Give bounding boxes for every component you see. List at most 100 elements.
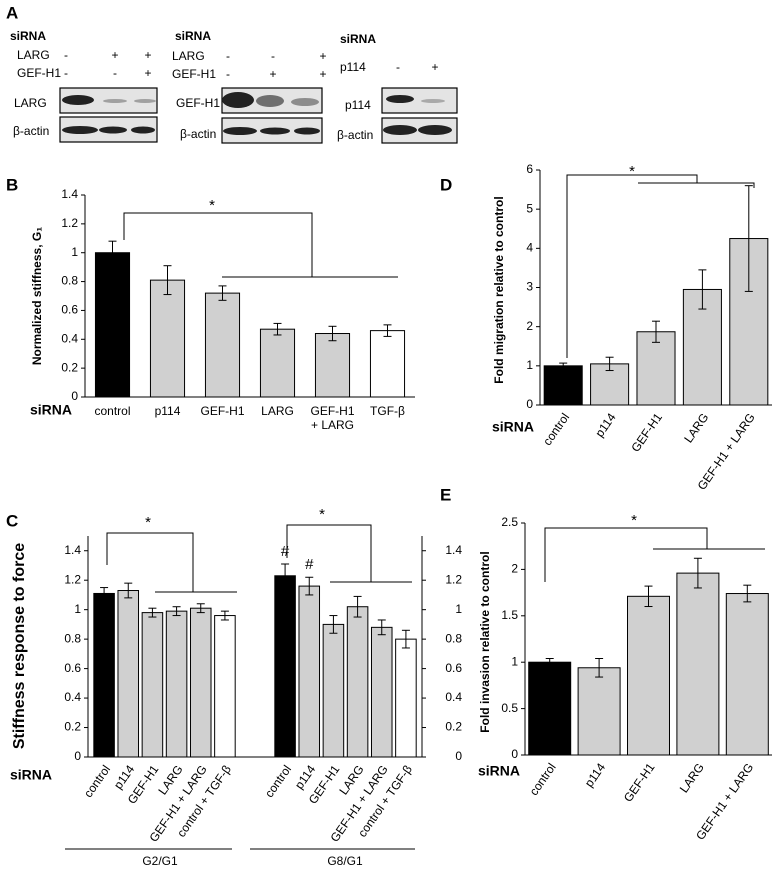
sign: - bbox=[64, 66, 68, 80]
bar bbox=[676, 572, 720, 756]
bar bbox=[259, 328, 296, 398]
bar bbox=[93, 592, 115, 758]
band bbox=[383, 125, 417, 135]
y-tick-label: 4 bbox=[526, 241, 533, 255]
x-tick-label: LARG bbox=[261, 404, 294, 418]
condition: LARG bbox=[17, 48, 50, 62]
sign: - bbox=[226, 49, 230, 63]
band bbox=[62, 95, 94, 105]
y-tick-label: 1.2 bbox=[64, 572, 81, 586]
bar bbox=[322, 623, 345, 758]
sign: + bbox=[111, 48, 118, 62]
bar bbox=[543, 365, 583, 406]
x-tick-label: TGF-β bbox=[370, 404, 405, 418]
bar bbox=[627, 595, 670, 756]
significance-bracket bbox=[123, 212, 398, 278]
x-tick-label: LARG bbox=[677, 761, 707, 796]
panel-a: A siRNA LARG - + + GEF-H1 - - + LARG β-a… bbox=[6, 3, 458, 144]
sign: + bbox=[319, 67, 326, 81]
significance-bracket bbox=[566, 174, 755, 358]
band bbox=[294, 127, 320, 135]
y-tick-label: 0.6 bbox=[61, 303, 78, 317]
bar bbox=[141, 612, 164, 758]
sign: + bbox=[144, 48, 151, 62]
x-tick-label: control bbox=[262, 763, 294, 801]
annotation: # bbox=[281, 543, 290, 560]
panel-letter: A bbox=[6, 3, 18, 22]
y-tick-label: 0 bbox=[511, 747, 518, 761]
y-tick-label: 2 bbox=[526, 319, 533, 333]
y-tick-label: 1.4 bbox=[61, 187, 78, 201]
bar bbox=[204, 292, 241, 398]
band-label: p114 bbox=[345, 98, 371, 112]
annotation: # bbox=[305, 556, 314, 573]
y-tick-label: 1.5 bbox=[501, 608, 518, 622]
sign: - bbox=[226, 67, 230, 81]
bar bbox=[274, 575, 296, 758]
band-label: β-actin bbox=[13, 124, 49, 138]
group-label: G8/G1 bbox=[327, 854, 363, 868]
panel-letter: E bbox=[440, 485, 451, 504]
blot-title: siRNA bbox=[340, 32, 376, 46]
bar bbox=[725, 593, 769, 756]
y2-tick-label: 0.8 bbox=[445, 631, 462, 645]
x-axis-label: siRNA bbox=[10, 767, 52, 783]
band bbox=[103, 99, 127, 103]
condition: GEF-H1 bbox=[172, 67, 216, 81]
y-tick-label: 0.5 bbox=[501, 701, 518, 715]
x-axis-label: siRNA bbox=[30, 402, 72, 418]
x-tick-label: control bbox=[81, 763, 113, 801]
bar bbox=[577, 667, 621, 756]
y2-tick-label: 1.4 bbox=[445, 543, 462, 557]
bar bbox=[94, 252, 131, 398]
y-tick-label: 0.6 bbox=[64, 661, 81, 675]
bar bbox=[369, 330, 406, 398]
bar bbox=[346, 606, 369, 758]
bar bbox=[117, 590, 140, 758]
y-tick-label: 0.4 bbox=[64, 690, 81, 704]
band bbox=[99, 126, 127, 134]
x-tick-label-line: GEF-H1 bbox=[310, 404, 354, 418]
band bbox=[386, 95, 414, 103]
sign: - bbox=[396, 60, 400, 74]
y-tick-label: 0.8 bbox=[61, 274, 78, 288]
y-tick-label: 1.4 bbox=[64, 543, 81, 557]
band-label: LARG bbox=[14, 96, 47, 110]
band bbox=[256, 95, 284, 107]
sign: + bbox=[144, 66, 151, 80]
y-tick-label: 1 bbox=[74, 602, 81, 616]
y-axis-label: Fold invasion relative to control bbox=[478, 551, 492, 732]
y2-tick-label: 0 bbox=[455, 749, 462, 763]
bar bbox=[528, 661, 572, 756]
y-tick-label: 0 bbox=[74, 749, 81, 763]
x-tick-label: p114 bbox=[155, 404, 181, 418]
y-tick-label: 2 bbox=[511, 562, 518, 576]
band bbox=[421, 99, 445, 103]
x-tick-label: GEF-H1 bbox=[200, 404, 244, 418]
bar bbox=[636, 331, 676, 406]
significance: * bbox=[319, 506, 325, 523]
bar bbox=[214, 615, 236, 758]
bar bbox=[165, 610, 188, 758]
y-tick-label: 0 bbox=[71, 389, 78, 403]
significance: * bbox=[631, 512, 637, 529]
x-tick-label: GEF-H1 bbox=[621, 760, 658, 804]
x-tick-label-line: + LARG bbox=[311, 418, 354, 432]
sign: + bbox=[269, 67, 276, 81]
band-label: GEF-H1 bbox=[176, 96, 220, 110]
band bbox=[131, 126, 155, 134]
y-tick-label: 2.5 bbox=[501, 515, 518, 529]
band bbox=[260, 127, 290, 135]
band-label: β-actin bbox=[337, 128, 373, 142]
band bbox=[62, 126, 98, 134]
x-axis-label: siRNA bbox=[492, 419, 534, 435]
significance: * bbox=[145, 514, 151, 531]
y-tick-label: 0.2 bbox=[61, 360, 78, 374]
x-axis-label: siRNA bbox=[478, 763, 520, 779]
significance: * bbox=[209, 197, 215, 214]
x-tick-label: control bbox=[94, 404, 130, 418]
y-tick-label: 3 bbox=[526, 280, 533, 294]
y2-tick-label: 0.6 bbox=[445, 661, 462, 675]
condition: GEF-H1 bbox=[17, 66, 61, 80]
